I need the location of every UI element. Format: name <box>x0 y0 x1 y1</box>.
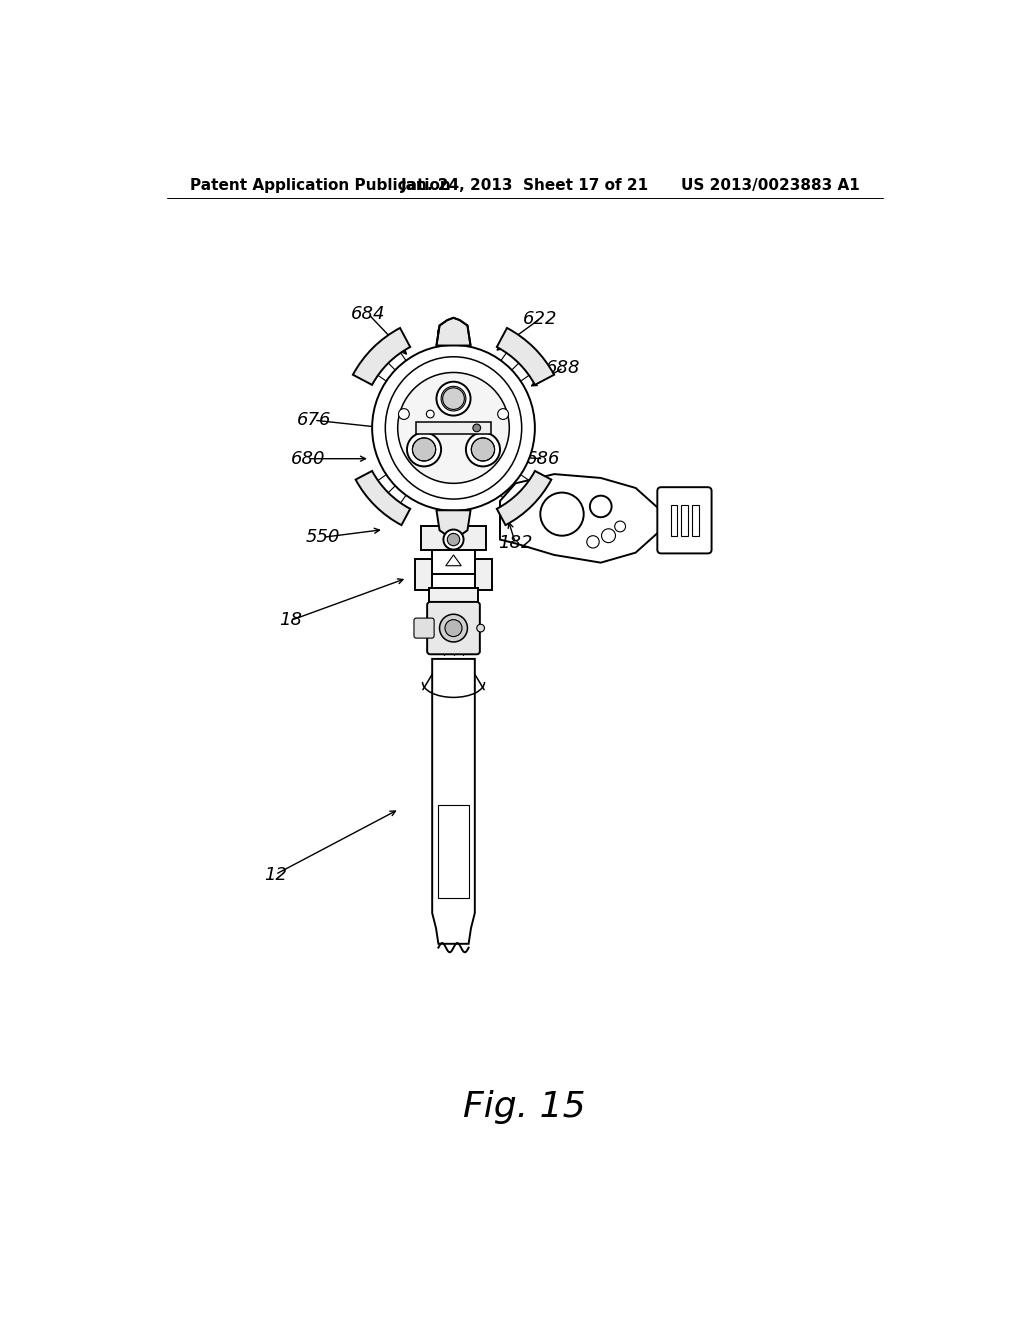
Circle shape <box>590 496 611 517</box>
Text: 688: 688 <box>546 359 581 376</box>
Text: 676: 676 <box>297 412 331 429</box>
Text: Fig. 15: Fig. 15 <box>464 1090 586 1125</box>
Bar <box>681 506 688 536</box>
Circle shape <box>614 521 626 532</box>
FancyBboxPatch shape <box>657 487 712 553</box>
Circle shape <box>398 409 410 420</box>
Ellipse shape <box>385 356 521 499</box>
Polygon shape <box>500 474 658 562</box>
Polygon shape <box>445 554 461 566</box>
Text: 29: 29 <box>420 418 443 437</box>
Bar <box>432 605 475 651</box>
FancyBboxPatch shape <box>414 618 434 638</box>
Text: 18: 18 <box>280 611 302 630</box>
Text: US 2013/0023883 A1: US 2013/0023883 A1 <box>681 178 859 193</box>
Text: 41: 41 <box>452 395 474 412</box>
Circle shape <box>436 381 471 416</box>
Circle shape <box>443 529 464 549</box>
Text: 182: 182 <box>499 535 532 552</box>
Text: 622: 622 <box>523 310 557 327</box>
Bar <box>421 527 486 549</box>
Ellipse shape <box>372 345 535 511</box>
Circle shape <box>477 624 484 632</box>
Circle shape <box>466 433 500 466</box>
Text: 680: 680 <box>291 450 325 467</box>
Polygon shape <box>436 318 471 346</box>
Circle shape <box>541 492 584 536</box>
Circle shape <box>426 411 434 418</box>
Circle shape <box>441 387 466 411</box>
Text: Patent Application Publication: Patent Application Publication <box>190 178 451 193</box>
Circle shape <box>471 438 495 461</box>
Circle shape <box>473 424 480 432</box>
Text: 32: 32 <box>459 449 482 466</box>
Circle shape <box>498 409 509 420</box>
Text: 684: 684 <box>351 305 385 323</box>
Text: 686: 686 <box>526 450 561 467</box>
Wedge shape <box>355 471 411 525</box>
FancyBboxPatch shape <box>427 602 480 655</box>
Bar <box>692 506 699 536</box>
Wedge shape <box>497 471 551 525</box>
Circle shape <box>439 614 467 642</box>
Bar <box>429 589 478 603</box>
Text: 682: 682 <box>436 322 471 341</box>
Bar <box>432 539 475 574</box>
Ellipse shape <box>397 372 509 483</box>
Circle shape <box>413 438 435 461</box>
Bar <box>475 558 493 590</box>
Bar <box>417 422 490 434</box>
Circle shape <box>447 533 460 545</box>
Bar <box>671 506 678 536</box>
Polygon shape <box>432 659 475 944</box>
Text: 550: 550 <box>306 528 341 546</box>
Wedge shape <box>353 327 411 385</box>
Circle shape <box>445 619 462 636</box>
Bar <box>438 805 469 898</box>
Polygon shape <box>436 511 471 539</box>
Bar <box>415 558 432 590</box>
Text: 38: 38 <box>379 395 401 412</box>
Text: 12: 12 <box>264 866 287 883</box>
Circle shape <box>601 529 615 543</box>
Circle shape <box>587 536 599 548</box>
Wedge shape <box>497 327 554 385</box>
Text: 35: 35 <box>379 449 401 466</box>
Text: Jan. 24, 2013  Sheet 17 of 21: Jan. 24, 2013 Sheet 17 of 21 <box>400 178 649 193</box>
Circle shape <box>407 433 441 466</box>
